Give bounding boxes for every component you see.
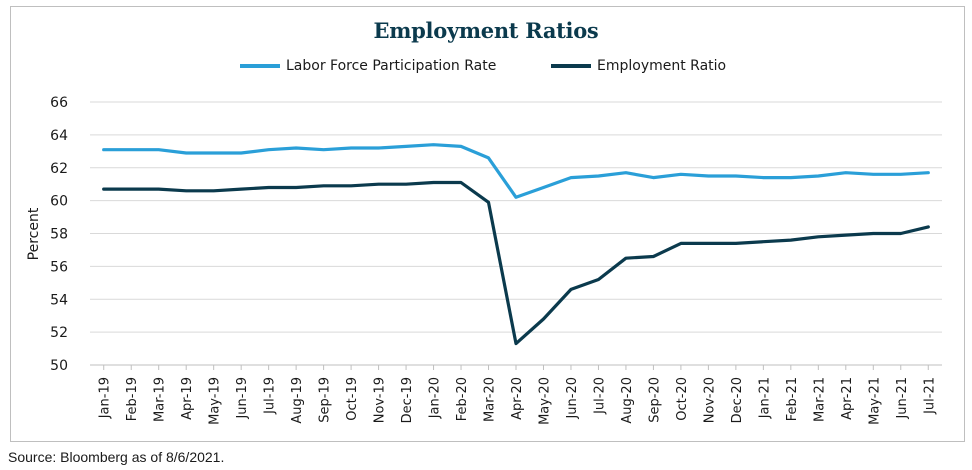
x-tick-label: Feb-20 bbox=[455, 377, 470, 421]
x-tick-label: Mar-21 bbox=[812, 377, 827, 422]
x-tick-label: Jun-21 bbox=[895, 377, 910, 420]
y-tick-label: 64 bbox=[50, 128, 68, 144]
x-tick-label: Nov-19 bbox=[373, 377, 388, 423]
x-tick-label: Jun-19 bbox=[235, 377, 250, 420]
x-tick-label: Nov-20 bbox=[702, 377, 717, 423]
x-tick-label: Sep-20 bbox=[647, 377, 662, 423]
x-tick-label: Mar-20 bbox=[483, 377, 498, 422]
x-tick-label: Sep-19 bbox=[318, 377, 333, 423]
legend-swatch-participation bbox=[240, 64, 280, 68]
x-tick-label: Jan-19 bbox=[98, 377, 113, 419]
x-tick-label: Jul-19 bbox=[263, 377, 278, 415]
x-tick-label: Feb-21 bbox=[785, 377, 800, 421]
y-tick-label: 54 bbox=[50, 292, 68, 308]
x-tick-label: Jun-20 bbox=[565, 377, 580, 420]
y-tick-label: 66 bbox=[50, 95, 68, 111]
y-tick-label: 58 bbox=[50, 227, 68, 243]
x-tick-label: Apr-20 bbox=[510, 377, 525, 420]
x-tick-label: Jan-20 bbox=[428, 377, 443, 419]
y-tick-label: 52 bbox=[50, 325, 68, 341]
x-tick-label: Aug-20 bbox=[620, 377, 635, 424]
legend-item-employment: Employment Ratio bbox=[551, 58, 726, 74]
x-tick-label: May-20 bbox=[537, 377, 552, 425]
x-tick-label: May-19 bbox=[208, 377, 223, 425]
line-chart: 50 52 54 56 58 60 62 64 66 Jan-19 Feb-19 Mar-19 Apr-… bbox=[26, 95, 942, 425]
x-tick-label: Apr-21 bbox=[840, 377, 855, 420]
x-tick-label: Oct-20 bbox=[675, 377, 690, 421]
y-axis-label: Percent bbox=[26, 207, 42, 260]
x-tick-label: Dec-19 bbox=[400, 377, 415, 423]
x-tick-label: Mar-19 bbox=[153, 377, 168, 422]
x-tick-label: May-21 bbox=[867, 377, 882, 425]
x-tick-label: Jan-21 bbox=[757, 377, 772, 419]
x-tick-label: Jul-21 bbox=[922, 377, 937, 415]
y-tick-label: 60 bbox=[50, 194, 68, 210]
series-line-participation-rate bbox=[102, 143, 930, 199]
legend-item-participation: Labor Force Participation Rate bbox=[240, 58, 496, 74]
y-tick-label: 62 bbox=[50, 161, 68, 177]
x-tick-label: Feb-19 bbox=[125, 377, 140, 421]
legend-swatch-employment bbox=[551, 64, 591, 68]
chart-title: Employment Ratios bbox=[373, 18, 599, 43]
legend: Labor Force Participation Rate Employmen… bbox=[0, 58, 972, 78]
chart-frame bbox=[10, 6, 965, 442]
legend-label-employment: Employment Ratio bbox=[597, 58, 727, 74]
x-tick-label: Aug-19 bbox=[290, 377, 305, 424]
y-tick-label: 56 bbox=[50, 259, 68, 275]
legend-label-participation: Labor Force Participation Rate bbox=[286, 58, 497, 74]
y-tick-label: 50 bbox=[50, 358, 68, 374]
series-line-employment-ratio bbox=[102, 180, 930, 346]
x-tick-label: Oct-19 bbox=[345, 377, 360, 421]
x-tick-label: Apr-19 bbox=[180, 377, 195, 420]
x-tick-label: Dec-20 bbox=[730, 377, 745, 423]
source-note: Source: Bloomberg as of 8/6/2021. bbox=[8, 449, 225, 465]
x-tick-label: Jul-20 bbox=[592, 377, 607, 415]
